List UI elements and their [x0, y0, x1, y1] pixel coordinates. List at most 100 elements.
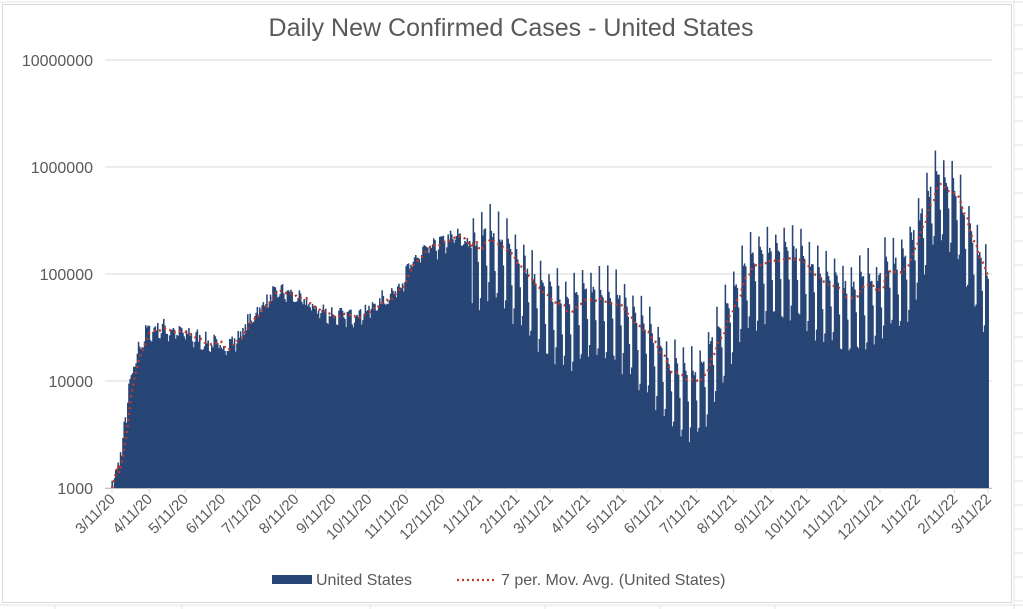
bar	[559, 299, 561, 488]
bar	[549, 281, 551, 488]
bar	[893, 263, 896, 488]
bar	[335, 324, 338, 488]
bar	[962, 212, 964, 488]
bar	[327, 324, 329, 488]
bar	[676, 363, 679, 488]
bar	[679, 397, 681, 488]
x-tick-label: 8/11/20	[256, 491, 303, 538]
bar	[923, 274, 926, 488]
bar	[355, 316, 357, 488]
bar	[371, 302, 374, 488]
bar	[146, 327, 148, 488]
bar	[973, 274, 975, 488]
bar	[945, 182, 947, 489]
bar	[137, 341, 140, 488]
bar	[121, 455, 123, 488]
bar	[658, 337, 661, 488]
bar	[789, 320, 791, 488]
bar	[397, 286, 399, 488]
bar	[932, 244, 934, 488]
bar	[229, 338, 231, 488]
bar	[926, 172, 928, 488]
bar	[607, 265, 609, 488]
bar	[200, 349, 202, 488]
bar	[439, 236, 441, 488]
bar	[621, 374, 623, 488]
bar	[917, 198, 920, 488]
bar	[836, 275, 838, 488]
bar	[368, 305, 370, 488]
bar	[645, 353, 647, 488]
bar	[170, 330, 172, 488]
bar	[478, 310, 481, 488]
bar	[345, 327, 347, 488]
bar	[284, 299, 286, 488]
bar	[662, 381, 664, 488]
bar	[383, 303, 386, 488]
bar	[695, 400, 698, 488]
bar	[379, 298, 381, 488]
bar	[464, 241, 466, 488]
bar	[215, 339, 218, 488]
bar	[262, 302, 265, 488]
bar	[914, 260, 916, 488]
bar	[212, 347, 214, 488]
bar	[952, 177, 955, 488]
bar	[293, 302, 296, 488]
bar	[706, 414, 709, 488]
bar	[359, 309, 362, 488]
bar	[320, 313, 322, 488]
bar	[574, 292, 577, 488]
bar	[724, 284, 727, 488]
bar	[705, 426, 707, 488]
legend-label-united-states: United States	[316, 572, 412, 589]
bar	[928, 197, 931, 488]
bar	[532, 279, 535, 488]
bar	[166, 333, 169, 488]
bar	[874, 335, 877, 488]
bar	[495, 297, 497, 488]
bar	[302, 304, 304, 488]
bar	[310, 310, 313, 488]
bar	[224, 350, 226, 488]
bar	[757, 320, 759, 488]
bar	[122, 437, 124, 488]
bar	[178, 326, 181, 488]
bar	[141, 347, 143, 488]
bar	[520, 325, 523, 488]
bar	[951, 160, 953, 488]
bar	[896, 269, 898, 488]
bar	[269, 294, 272, 488]
bar	[487, 301, 489, 488]
bar	[163, 318, 165, 488]
bar	[805, 293, 807, 488]
bar	[844, 280, 847, 488]
bar	[803, 258, 806, 488]
bar	[385, 304, 387, 488]
bar	[829, 280, 831, 488]
bar	[299, 293, 302, 488]
bar	[908, 309, 910, 488]
bar	[381, 290, 383, 488]
bar	[525, 273, 527, 488]
bar	[274, 287, 277, 488]
bar	[709, 344, 711, 488]
bar	[895, 257, 897, 488]
bar	[827, 276, 830, 488]
bar	[641, 315, 644, 488]
bar	[297, 298, 299, 488]
bar	[909, 226, 911, 488]
bar	[469, 240, 471, 488]
bar	[625, 297, 627, 488]
bar	[589, 345, 591, 488]
bar	[986, 275, 988, 488]
bar	[350, 309, 352, 488]
bar	[248, 323, 250, 488]
bar	[674, 339, 676, 488]
bar	[517, 259, 519, 488]
bar	[752, 252, 754, 488]
bar	[403, 291, 405, 488]
bar	[515, 249, 518, 488]
legend[interactable]: United States 7 per. Mov. Avg. (United S…	[272, 572, 725, 589]
bar	[795, 248, 797, 488]
